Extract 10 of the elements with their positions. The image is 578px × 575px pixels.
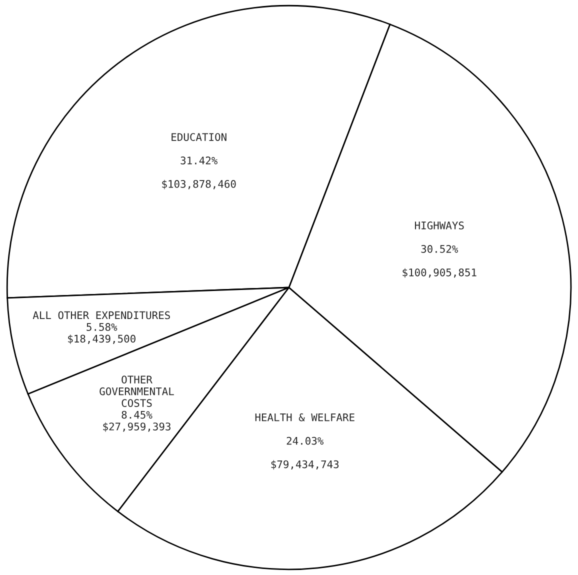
- text: 30.52% $100,905,851: [402, 245, 476, 278]
- text: 31.42% $103,878,460: [162, 156, 236, 190]
- slice-label: OTHER GOVERNMENTAL COSTS: [100, 376, 174, 407]
- slice-label: EDUCATION: [172, 133, 226, 141]
- text: 24.03% $79,434,743: [271, 436, 339, 470]
- slice-label: HIGHWAYS: [414, 222, 464, 230]
- slice-label: HEALTH & WELFARE: [255, 413, 354, 422]
- data-label: 8.45% $27,959,393: [103, 410, 170, 432]
- data-label: 5.58% $18,439,500: [68, 323, 136, 344]
- slice-label: ALL OTHER EXPENDITURES: [32, 311, 170, 320]
